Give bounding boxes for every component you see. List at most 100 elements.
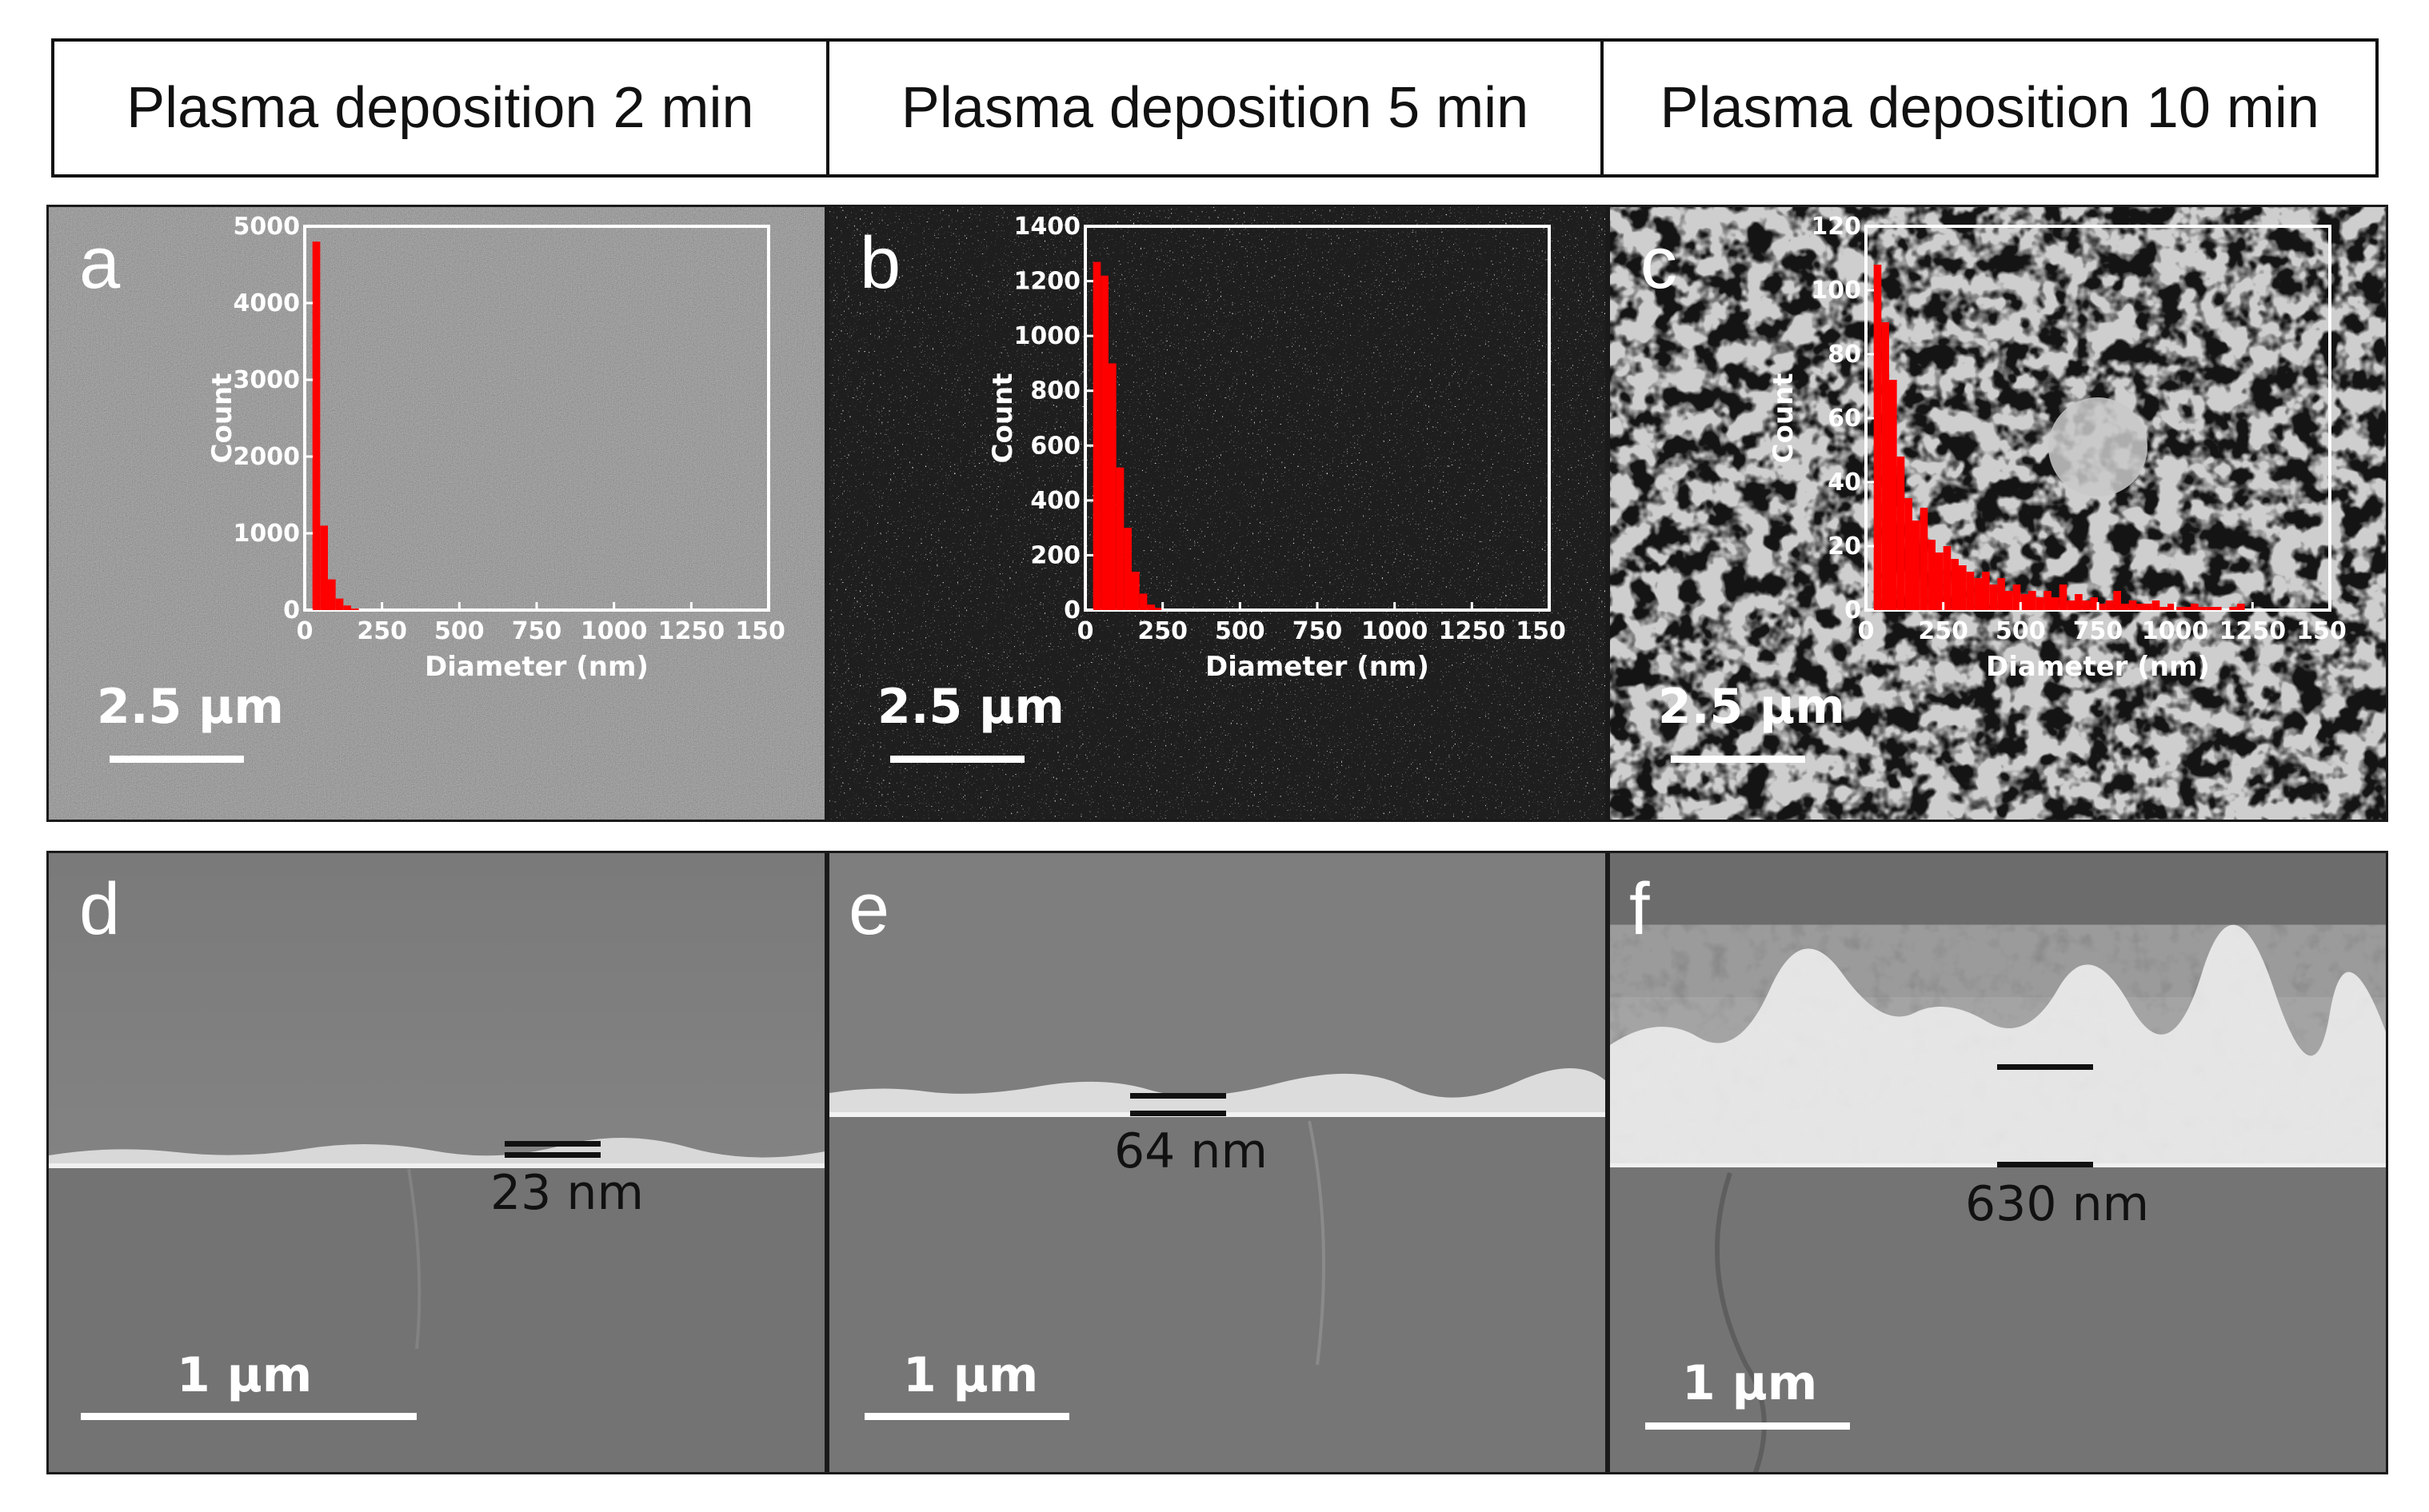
histogram-bar <box>2105 600 2114 610</box>
x-axis-label: Diameter (nm) <box>1205 651 1429 683</box>
histogram-bar <box>2128 600 2137 610</box>
histogram-bar <box>2206 607 2214 610</box>
histogram-bar <box>1124 528 1132 610</box>
plot-frame <box>1084 225 1551 612</box>
x-tick-label: 1250 <box>1439 617 1506 645</box>
histogram-bar <box>1093 261 1101 610</box>
y-tick-label: 60 <box>1828 405 1861 433</box>
histogram-bar <box>2075 594 2083 610</box>
histogram-bar <box>1101 275 1109 610</box>
histogram-bar <box>2005 591 2013 610</box>
histogram-bar <box>2175 607 2183 610</box>
thickness-marker-top-d <box>505 1141 601 1147</box>
histogram-bar <box>1966 572 1975 610</box>
histogram-bar <box>1989 584 1998 610</box>
histogram-bar <box>2214 607 2222 610</box>
histogram-bar <box>1951 559 1959 610</box>
x-tick-label: 1000 <box>2142 617 2209 645</box>
histogram-bar <box>320 525 328 610</box>
panel-d: d 23 nm 1 μm <box>46 851 827 1474</box>
histogram-bar <box>2090 597 2098 610</box>
histogram-bar <box>2167 604 2175 610</box>
y-tick-label: 1400 <box>1014 213 1081 241</box>
histogram-bar <box>2020 594 2028 610</box>
sem-topview-image-b <box>829 207 1605 820</box>
thickness-label-e: 64 nm <box>1114 1123 1268 1179</box>
histogram-bar <box>2098 604 2106 610</box>
y-tick-label: 120 <box>1811 213 1861 241</box>
histogram-bar <box>1928 540 1936 610</box>
thickness-label-f: 630 nm <box>1965 1176 2150 1232</box>
histogram-bar <box>1982 572 1990 610</box>
scale-bar-e <box>865 1413 1069 1420</box>
x-tick-label: 1000 <box>581 617 648 645</box>
histogram-bar <box>1936 553 1944 610</box>
y-tick-label: 40 <box>1828 469 1861 497</box>
header-cell-5min: Plasma deposition 5 min <box>825 42 1601 174</box>
histogram-bar <box>1997 578 2005 610</box>
histogram-bar <box>2067 600 2075 610</box>
histogram-bar <box>2028 591 2036 610</box>
panel-letter-c: c <box>1640 222 1677 304</box>
y-tick-label: 100 <box>1811 277 1861 305</box>
condition-header: Plasma deposition 2 min Plasma depositio… <box>51 38 2379 178</box>
histogram-bar <box>1889 380 1897 610</box>
scale-label-e: 1 μm <box>903 1347 1039 1403</box>
histogram-bar <box>1881 322 1889 610</box>
x-tick-label: 0 <box>1077 617 1094 645</box>
y-axis-label: Count <box>209 373 238 464</box>
y-tick-label: 1000 <box>1014 322 1081 350</box>
x-tick-label: 750 <box>2073 617 2123 645</box>
histogram-bar <box>1896 457 1905 610</box>
thickness-label-d: 23 nm <box>490 1165 644 1221</box>
histogram-bar <box>1155 608 1163 610</box>
scale-label-c: 2.5 μm <box>1658 679 1845 735</box>
y-tick-label: 5000 <box>234 213 301 241</box>
thickness-marker-top-e <box>1130 1093 1226 1099</box>
y-tick-label: 20 <box>1828 533 1861 561</box>
x-tick-label: 0 <box>1858 617 1875 645</box>
y-axis-label: Count <box>989 373 1019 464</box>
y-axis-label: Count <box>1770 373 1800 464</box>
histogram-bar <box>1132 572 1140 610</box>
histogram-bar <box>2191 604 2199 610</box>
histogram-bar <box>2012 584 2021 610</box>
histogram-bar <box>2082 600 2091 610</box>
histogram-bar <box>1974 578 1982 610</box>
x-tick-label: 1000 <box>1361 617 1428 645</box>
thickness-marker-bottom-f <box>1997 1162 2093 1167</box>
x-tick-label: 1250 <box>2219 617 2287 645</box>
panel-letter-d: d <box>79 868 121 950</box>
scale-label-d: 1 μm <box>177 1347 313 1403</box>
histogram-bar <box>2144 604 2152 610</box>
histogram-bar <box>1109 363 1117 610</box>
y-tick-label: 1000 <box>234 520 301 548</box>
histogram-bar <box>343 605 351 610</box>
histogram-bar <box>2121 604 2129 610</box>
histogram-bar <box>312 241 321 610</box>
x-tick-label: 750 <box>512 617 562 645</box>
histogram-bar <box>2136 604 2144 610</box>
panel-e: e 64 nm 1 μm <box>827 851 1608 1474</box>
histogram-bar <box>2113 591 2121 610</box>
scale-bar-a <box>110 756 244 763</box>
scale-label-a: 2.5 μm <box>97 679 284 735</box>
x-tick-label: 500 <box>434 617 485 645</box>
histogram-bar <box>1943 546 1952 610</box>
x-tick-label: 500 <box>1215 617 1265 645</box>
panel-f: f 630 nm 1 μm <box>1608 851 2388 1474</box>
histogram-bar <box>2151 600 2160 610</box>
histogram-bar <box>1873 265 1882 610</box>
histogram-bar <box>328 579 336 610</box>
panel-letter-a: a <box>79 222 121 304</box>
histogram-bar <box>335 598 344 610</box>
histogram-bar <box>2183 607 2191 610</box>
thickness-marker-bottom-d <box>505 1152 601 1158</box>
thickness-marker-top-f <box>1997 1064 2093 1070</box>
